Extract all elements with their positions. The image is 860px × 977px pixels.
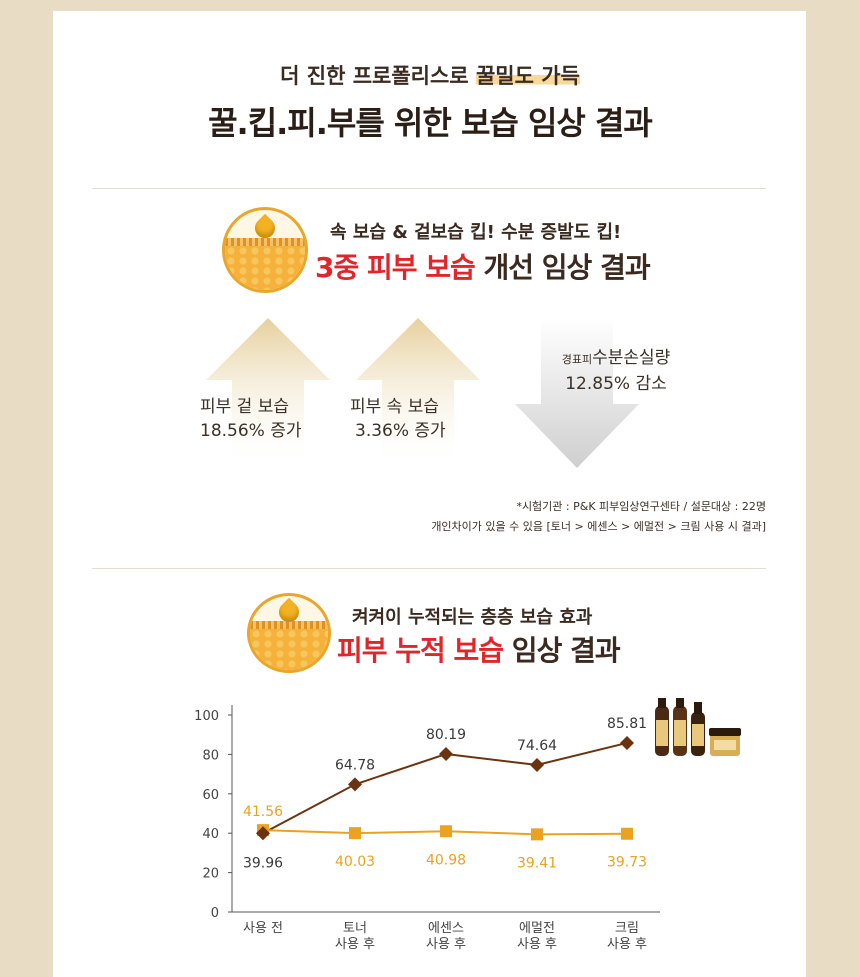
- arrow-label-tewl-title: 수분손실량: [592, 348, 671, 368]
- divider-middle: [92, 568, 766, 569]
- series-1-point: [620, 735, 634, 750]
- arrow-label-surface: 피부 겉 보습 18.56% 증가: [200, 395, 302, 443]
- chart-marks: [256, 735, 634, 841]
- up-arrow-inner: [356, 318, 480, 460]
- down-arrow-tewl: [515, 318, 639, 468]
- x-tick-label: 에멀전 사용 후: [517, 921, 557, 952]
- series-1-data-label: 85.81: [607, 716, 647, 732]
- series-1-point: [530, 757, 544, 772]
- section2-subtitle: 켜켜이 누적되는 층층 보습 효과: [352, 607, 593, 628]
- arrow-label-inner: 피부 속 보습 3.36% 증가: [350, 395, 446, 443]
- y-tick-label: 80: [202, 748, 219, 763]
- section2-title: 피부 누적 보습 임상 결과: [337, 629, 621, 669]
- test-note-line1: *시험기관 : P&K 피부임상연구센타 / 설문대상 : 22명: [516, 500, 766, 513]
- series-2-data-label: 40.03: [335, 854, 375, 870]
- series-2-data-label: 39.41: [517, 855, 557, 871]
- series-2-point: [440, 825, 452, 838]
- test-note: *시험기관 : P&K 피부임상연구센타 / 설문대상 : 22명 개인차이가 …: [266, 497, 766, 537]
- section1-subtitle: 속 보습 & 겉보습 킵! 수분 증발도 킵!: [330, 222, 622, 243]
- y-tick-label: 40: [202, 827, 219, 842]
- series-1-point: [439, 747, 453, 762]
- series-1-data-label: 64.78: [335, 757, 375, 773]
- section1-title: 3중 피부 보습 개선 임상 결과: [315, 246, 651, 286]
- chart-axes: 0 20 40 60 80 100 사용 전 토너 사용 후 에센스 사용 후 에멀전 사용 후 크림 사용…: [194, 705, 660, 952]
- arrow-label-tewl: 경표피수분손실량 12.85% 감소: [556, 346, 676, 396]
- section2-title-rest: 임상 결과: [503, 634, 621, 667]
- arrow-label-inner-value: 3.36% 증가: [355, 421, 446, 441]
- series-1-data-label: 39.96: [243, 855, 283, 871]
- arrow-label-surface-value: 18.56% 증가: [200, 421, 302, 441]
- series-2-point: [531, 828, 543, 841]
- header-subtitle: 더 진한 프로폴리스로 꿀밀도 가득: [0, 60, 860, 90]
- series-1-point: [256, 826, 270, 841]
- series-1-data-label: 74.64: [517, 738, 557, 754]
- skin-layer-icon: [225, 238, 305, 290]
- header-subtitle-highlight: 꿀밀도 가득: [475, 64, 580, 88]
- chart-labels: 39.96 64.78 80.19 74.64 85.81 41.56 40.03 40.98…: [243, 716, 647, 871]
- skin-moisture-badge: [222, 207, 308, 293]
- x-tick-label: 에센스 사용 후: [426, 921, 466, 952]
- arrows-graphic: [206, 318, 639, 468]
- divider-top: [92, 188, 766, 189]
- arrow-label-surface-title: 피부 겉 보습: [200, 397, 290, 417]
- x-tick-label: 토너 사용 후: [335, 921, 375, 952]
- arrow-label-tewl-value: 12.85% 감소: [565, 374, 667, 394]
- arrow-label-tewl-prefix: 경표피: [561, 353, 593, 366]
- skin-layer-icon-2: [250, 621, 328, 670]
- series-1-data-label: 80.19: [426, 727, 466, 743]
- y-tick-label: 0: [211, 906, 219, 921]
- arrow-label-inner-title: 피부 속 보습: [350, 397, 440, 417]
- series-2-data-label: 40.98: [426, 852, 466, 868]
- section1-title-rest: 개선 임상 결과: [474, 251, 651, 284]
- x-tick-label: 크림 사용 후: [607, 921, 647, 952]
- y-tick-label: 100: [194, 709, 219, 724]
- content-card: [53, 11, 806, 977]
- skin-cumulative-badge: [247, 593, 331, 673]
- up-arrow-surface: [206, 318, 330, 460]
- series-2-data-label: 41.56: [243, 804, 283, 820]
- section2-title-red: 피부 누적 보습: [337, 634, 504, 667]
- x-tick-label: 사용 전: [243, 921, 283, 936]
- y-tick-label: 20: [202, 867, 219, 882]
- header-subtitle-text: 더 진한 프로폴리스로: [280, 64, 476, 88]
- test-note-line2: 개인차이가 있을 수 있음 [토너 > 에센스 > 에멀전 > 크림 사용 시 …: [431, 520, 766, 533]
- line-chart: 0 20 40 60 80 100 사용 전 토너 사용 후 에센스 사용 후 에멀전 사용 후 크림 사용…: [194, 698, 741, 952]
- product-bottles-image: [655, 698, 741, 756]
- page-title: 꿀.킵.피.부를 위한 보습 임상 결과: [208, 104, 653, 142]
- section1-title-red: 3중 피부 보습: [315, 251, 476, 284]
- series-1-point: [348, 777, 362, 792]
- series-2-point: [349, 827, 361, 840]
- series-2-data-label: 39.73: [607, 855, 647, 871]
- series-2-point: [621, 827, 633, 840]
- y-tick-label: 60: [202, 788, 219, 803]
